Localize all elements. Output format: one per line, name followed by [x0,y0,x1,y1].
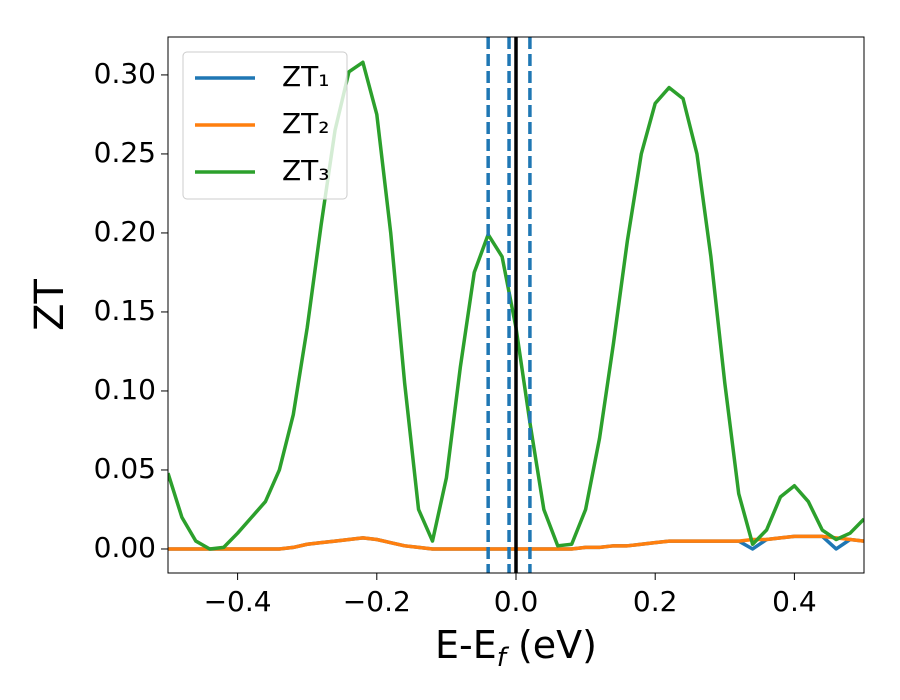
legend-label: ZT₂ [282,107,330,140]
y-tick-label: 0.05 [94,452,156,485]
y-tick-label: 0.25 [94,136,156,169]
legend-box [182,51,348,200]
x-axis-label-part: (eV) [506,623,597,667]
y-tick-label: 0.20 [94,215,156,248]
legend-label: ZT₃ [282,154,330,187]
y-tick-label: 0.15 [94,294,156,327]
y-tick-label: 0.00 [94,531,156,564]
y-tick-label: 0.30 [94,57,156,90]
x-axis-label: E-Ef (eV) [435,623,597,673]
x-tick-label: −0.2 [343,585,411,618]
x-tick-label: 0.4 [772,585,817,618]
x-tick-label: 0.2 [633,585,678,618]
legend-label: ZT₁ [282,60,330,93]
y-tick-label: 0.10 [94,373,156,406]
x-tick-label: 0.0 [494,585,539,618]
x-axis-label-part: E-E [435,623,497,667]
y-axis-label: ZT [27,279,73,331]
x-tick-label: −0.4 [204,585,272,618]
plot-frame [167,36,865,574]
